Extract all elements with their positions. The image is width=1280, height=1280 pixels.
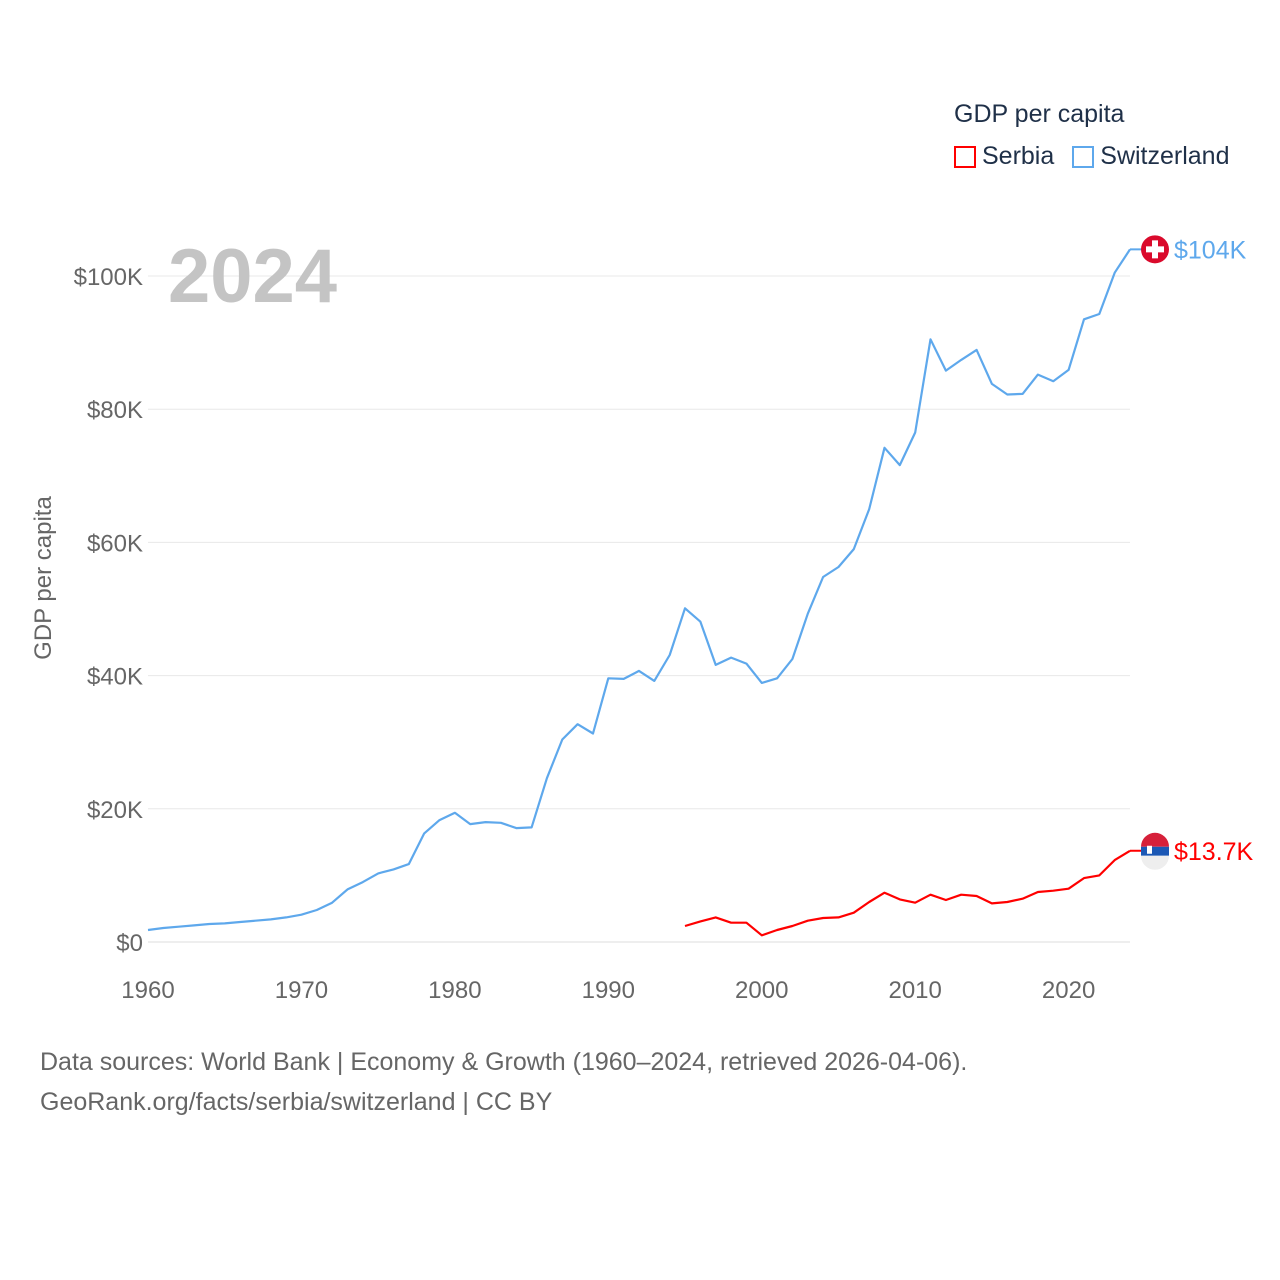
y-tick-label: $60K [87, 530, 143, 557]
x-tick-label: 1980 [428, 977, 481, 1004]
y-tick-label: $40K [87, 664, 143, 691]
series-line-switzerland [147, 248, 1131, 932]
x-tick-label: 1990 [582, 977, 635, 1004]
legend-swatch [954, 145, 976, 168]
legend: Serbia Switzerland [954, 142, 1230, 171]
legend-item-switzerland[interactable]: Switzerland [1072, 142, 1230, 171]
legend-swatch [1072, 145, 1095, 168]
x-tick-label: 1970 [275, 977, 328, 1004]
legend-title: GDP per capita [954, 100, 1125, 128]
end-value-label: $104K [1174, 236, 1247, 264]
y-axis-label: GDP per capita [30, 496, 57, 660]
legend-label: Switzerland [1100, 142, 1230, 170]
y-tick-label: $20K [87, 797, 143, 824]
series-line-serbia [684, 849, 1131, 937]
x-tick-label: 2020 [1042, 977, 1095, 1004]
legend-label: Serbia [982, 142, 1055, 170]
year-label: 2024 [168, 234, 337, 319]
flag-emblem [1147, 845, 1152, 854]
serbia-flag-icon [1141, 832, 1169, 847]
x-tick-label: 2000 [735, 977, 788, 1004]
legend-item-serbia[interactable]: Serbia [954, 142, 1054, 171]
x-tick-label: 2010 [888, 977, 941, 1004]
x-tick-label: 1960 [121, 977, 174, 1004]
y-tick-label: $80K [87, 397, 143, 424]
flag-stripe [1141, 855, 1169, 870]
y-tick-label: $100K [74, 264, 143, 291]
attribution-link[interactable]: GeoRank.org/facts/serbia/switzerland | C… [40, 1088, 553, 1116]
end-value-label: $13.7K [1174, 838, 1254, 866]
footer: Data sources: World Bank | Economy & Gro… [40, 1042, 967, 1122]
data-source-text: Data sources: World Bank | Economy & Gro… [40, 1048, 968, 1076]
y-tick-label: $0 [116, 930, 143, 957]
flag-stripe [1141, 846, 1169, 856]
flag-cross [1146, 246, 1164, 253]
